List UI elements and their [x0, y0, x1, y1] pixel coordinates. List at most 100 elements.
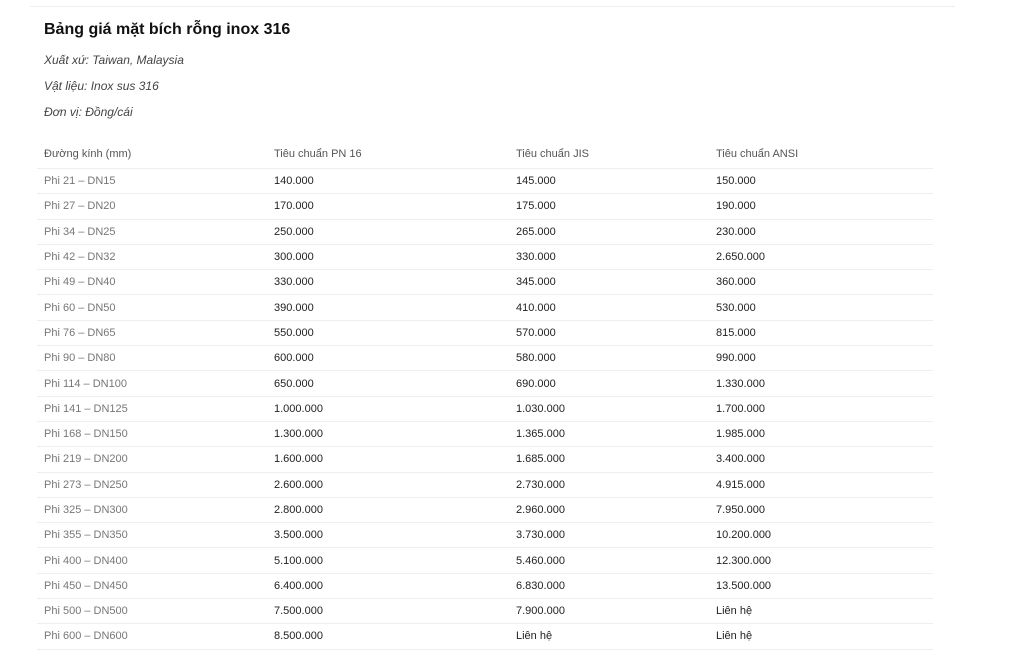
- header-jis: Tiêu chuẩn JIS: [509, 140, 709, 169]
- cell-ansi: 1.985.000: [709, 421, 933, 448]
- table-row: Phi 27 – DN20 170.000 175.000 190.000: [37, 193, 933, 220]
- cell-ansi: 150.000: [709, 168, 933, 195]
- cell-ansi: Liên hệ: [709, 623, 933, 650]
- cell-jis: 690.000: [509, 370, 709, 397]
- cell-jis: 175.000: [509, 193, 709, 220]
- cell-diameter: Phi 168 – DN150: [37, 421, 267, 448]
- cell-pn16: 330.000: [267, 269, 509, 296]
- cell-ansi: 190.000: [709, 193, 933, 220]
- divider: [30, 6, 955, 7]
- cell-diameter: Phi 355 – DN350: [37, 522, 267, 549]
- table-row: Phi 355 – DN350 3.500.000 3.730.000 10.200.…: [37, 522, 933, 549]
- cell-diameter: Phi 500 – DN500: [37, 598, 267, 625]
- cell-diameter: Phi 219 – DN200: [37, 446, 267, 473]
- table-row: Phi 141 – DN125 1.000.000 1.030.000 1.700.0…: [37, 396, 933, 422]
- cell-ansi: 2.650.000: [709, 244, 933, 271]
- table-row: Phi 450 – DN450 6.400.000 6.830.000 13.500.…: [37, 573, 933, 600]
- cell-diameter: Phi 325 – DN300: [37, 497, 267, 524]
- cell-diameter: Phi 42 – DN32: [37, 244, 267, 271]
- cell-jis: 1.030.000: [509, 396, 709, 422]
- table-row: Phi 325 – DN300 2.800.000 2.960.000 7.950.0…: [37, 497, 933, 524]
- table-row: Phi 273 – DN250 2.600.000 2.730.000 4.915.0…: [37, 472, 933, 498]
- cell-pn16: 1.600.000: [267, 446, 509, 473]
- cell-ansi: 10.200.000: [709, 522, 933, 549]
- cell-diameter: Phi 273 – DN250: [37, 472, 267, 498]
- cell-pn16: 300.000: [267, 244, 509, 271]
- cell-jis: 145.000: [509, 168, 709, 195]
- origin-text: Xuất xứ: Taiwan, Malaysia: [44, 53, 184, 67]
- cell-ansi: 13.500.000: [709, 573, 933, 600]
- table-row: Phi 400 – DN400 5.100.000 5.460.000 12.300.…: [37, 547, 933, 574]
- cell-diameter: Phi 76 – DN65: [37, 320, 267, 347]
- table-row: Phi 219 – DN200 1.600.000 1.685.000 3.400.0…: [37, 446, 933, 473]
- cell-diameter: Phi 60 – DN50: [37, 294, 267, 321]
- cell-diameter: Phi 21 – DN15: [37, 168, 267, 195]
- cell-diameter: Phi 90 – DN80: [37, 345, 267, 372]
- material-text: Vật liệu: Inox sus 316: [44, 79, 159, 93]
- header-ansi: Tiêu chuẩn ANSI: [709, 140, 933, 169]
- cell-ansi: 3.400.000: [709, 446, 933, 473]
- cell-ansi: 360.000: [709, 269, 933, 296]
- cell-ansi: 815.000: [709, 320, 933, 347]
- table-row: Phi 114 – DN100 650.000 690.000 1.330.000: [37, 370, 933, 397]
- cell-jis: 6.830.000: [509, 573, 709, 600]
- cell-pn16: 7.500.000: [267, 598, 509, 625]
- table-row: Phi 76 – DN65 550.000 570.000 815.000: [37, 320, 933, 347]
- page-title: Bảng giá mặt bích rỗng inox 316: [44, 21, 291, 38]
- cell-jis: 2.960.000: [509, 497, 709, 524]
- cell-pn16: 3.500.000: [267, 522, 509, 549]
- table-row: Phi 34 – DN25 250.000 265.000 230.000: [37, 219, 933, 245]
- table-row: Phi 168 – DN150 1.300.000 1.365.000 1.985.0…: [37, 421, 933, 448]
- cell-ansi: 1.330.000: [709, 370, 933, 397]
- cell-diameter: Phi 450 – DN450: [37, 573, 267, 600]
- table-row: Phi 42 – DN32 300.000 330.000 2.650.000: [37, 244, 933, 271]
- cell-pn16: 1.300.000: [267, 421, 509, 448]
- cell-jis: 410.000: [509, 294, 709, 321]
- cell-pn16: 550.000: [267, 320, 509, 347]
- cell-jis: Liên hệ: [509, 623, 709, 650]
- cell-ansi: 4.915.000: [709, 472, 933, 498]
- cell-diameter: Phi 34 – DN25: [37, 219, 267, 245]
- cell-diameter: Phi 114 – DN100: [37, 370, 267, 397]
- header-diameter: Đường kính (mm): [37, 140, 267, 169]
- cell-jis: 1.685.000: [509, 446, 709, 473]
- cell-jis: 330.000: [509, 244, 709, 271]
- table-row: Phi 90 – DN80 600.000 580.000 990.000: [37, 345, 933, 372]
- cell-pn16: 390.000: [267, 294, 509, 321]
- cell-pn16: 8.500.000: [267, 623, 509, 650]
- cell-pn16: 140.000: [267, 168, 509, 195]
- cell-jis: 570.000: [509, 320, 709, 347]
- table-header: Đường kính (mm) Tiêu chuẩn PN 16 Tiêu ch…: [37, 140, 933, 169]
- cell-jis: 2.730.000: [509, 472, 709, 498]
- cell-ansi: 7.950.000: [709, 497, 933, 524]
- cell-pn16: 600.000: [267, 345, 509, 372]
- cell-jis: 265.000: [509, 219, 709, 245]
- cell-diameter: Phi 141 – DN125: [37, 396, 267, 422]
- cell-pn16: 650.000: [267, 370, 509, 397]
- cell-jis: 580.000: [509, 345, 709, 372]
- cell-ansi: 12.300.000: [709, 547, 933, 574]
- cell-jis: 7.900.000: [509, 598, 709, 625]
- cell-diameter: Phi 49 – DN40: [37, 269, 267, 296]
- cell-diameter: Phi 400 – DN400: [37, 547, 267, 574]
- cell-diameter: Phi 600 – DN600: [37, 623, 267, 650]
- unit-text: Đơn vị: Đồng/cái: [44, 105, 133, 119]
- cell-ansi: 230.000: [709, 219, 933, 245]
- cell-ansi: 530.000: [709, 294, 933, 321]
- cell-pn16: 170.000: [267, 193, 509, 220]
- cell-ansi: Liên hệ: [709, 598, 933, 625]
- cell-pn16: 2.600.000: [267, 472, 509, 498]
- cell-pn16: 250.000: [267, 219, 509, 245]
- table-row: Phi 21 – DN15 140.000 145.000 150.000: [37, 168, 933, 195]
- cell-ansi: 990.000: [709, 345, 933, 372]
- price-table: Đường kính (mm) Tiêu chuẩn PN 16 Tiêu ch…: [37, 140, 933, 650]
- cell-pn16: 2.800.000: [267, 497, 509, 524]
- header-pn16: Tiêu chuẩn PN 16: [267, 140, 509, 169]
- table-row: Phi 500 – DN500 7.500.000 7.900.000 Liên hệ: [37, 598, 933, 625]
- cell-jis: 5.460.000: [509, 547, 709, 574]
- cell-pn16: 5.100.000: [267, 547, 509, 574]
- table-row: Phi 60 – DN50 390.000 410.000 530.000: [37, 294, 933, 321]
- cell-ansi: 1.700.000: [709, 396, 933, 422]
- table-row: Phi 49 – DN40 330.000 345.000 360.000: [37, 269, 933, 296]
- cell-diameter: Phi 27 – DN20: [37, 193, 267, 220]
